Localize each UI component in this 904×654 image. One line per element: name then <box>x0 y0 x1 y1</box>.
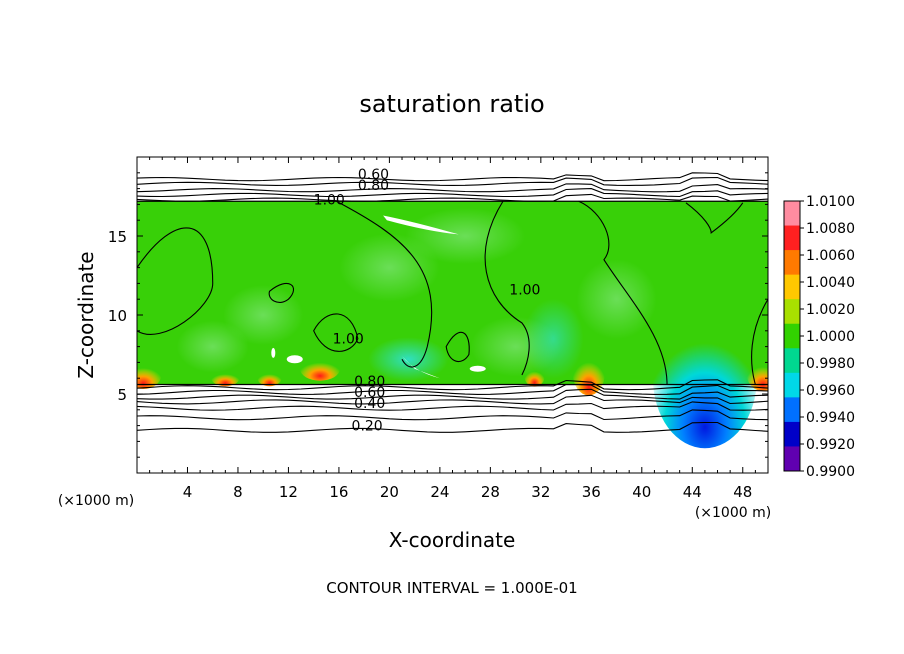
contour-line <box>137 388 768 400</box>
x-tick-label: 12 <box>279 483 298 501</box>
colorbar-label: 0.9900 <box>806 464 855 480</box>
field-warm-spot <box>137 361 162 390</box>
contour-label: 0.60 <box>354 385 385 401</box>
field-warm-spot <box>211 370 240 387</box>
colorbar-swatch <box>784 225 800 251</box>
contour-label: 0.80 <box>354 374 385 390</box>
colorbar-swatch <box>784 348 800 374</box>
chart-title: saturation ratio <box>359 90 544 118</box>
contour-line <box>137 409 768 421</box>
field-warm-spot <box>257 370 282 387</box>
colorbar: 1.0100 1.0080 1.0060 1.0040 1.0020 1.0000 0.99… <box>783 194 855 480</box>
contour-line <box>137 188 768 198</box>
colorbar-swatch <box>784 421 800 447</box>
colorbar-swatch <box>784 274 800 300</box>
x-tick-label: 16 <box>329 483 348 501</box>
colorbar-label: 0.9920 <box>806 437 855 453</box>
colorbar-label: 1.0100 <box>806 194 855 210</box>
contour-line <box>137 394 768 405</box>
y-tick-label: 10 <box>108 307 127 325</box>
contour-line <box>313 313 359 352</box>
field-hole <box>271 347 276 358</box>
field-warm-spot <box>524 366 545 387</box>
contour-line <box>137 183 768 193</box>
contour-line <box>137 401 768 411</box>
colorbar-swatch <box>784 446 800 472</box>
x-tick-label: 36 <box>582 483 601 501</box>
contour-line <box>137 193 768 202</box>
contour-interval-note: CONTOUR INTERVAL = 1.000E-01 <box>326 579 577 597</box>
colorbar-label: 1.0060 <box>806 248 855 264</box>
x-tick-label: 48 <box>733 483 752 501</box>
colorbar-label: 0.9960 <box>806 383 855 399</box>
contour-line <box>137 227 214 335</box>
field-blotch <box>405 208 526 264</box>
contour-label: 0.40 <box>354 396 385 412</box>
colorbar-swatch <box>784 250 800 276</box>
plot-area <box>137 157 768 473</box>
contour-line <box>484 200 530 376</box>
y-tick-label: 15 <box>108 228 127 246</box>
contour-label: 1.00 <box>333 331 364 347</box>
y-axis-label: Z-coordinate <box>74 251 98 378</box>
contour-line <box>137 176 768 186</box>
contour-line <box>445 331 470 362</box>
x-unit-label-right: (×1000 m) <box>695 505 771 521</box>
colorbar-label: 0.9940 <box>806 410 855 426</box>
colorbar-swatch <box>784 323 800 349</box>
colorbar-label: 1.0000 <box>806 329 855 345</box>
field-warm-spot <box>299 356 340 381</box>
contour-line <box>751 298 768 385</box>
field-cyan-patch <box>523 298 584 379</box>
x-tick-label: 4 <box>183 483 193 501</box>
contour-line <box>685 202 744 234</box>
colorbar-label: 0.9980 <box>806 356 855 372</box>
contour-label: 1.00 <box>509 282 540 298</box>
x-tick-label: 24 <box>430 483 449 501</box>
field-blotch <box>576 259 657 340</box>
colorbar-swatch <box>784 201 800 227</box>
colorbar-label: 1.0080 <box>806 221 855 237</box>
field-hole <box>469 365 486 372</box>
y-tick-label: 5 <box>117 386 127 404</box>
field-blue-region <box>652 308 757 449</box>
field-blotch <box>223 285 304 345</box>
field-blotch <box>176 320 249 373</box>
x-tick-label: 28 <box>481 483 500 501</box>
x-tick-label: 8 <box>233 483 243 501</box>
contour-label: 1.00 <box>314 192 345 208</box>
field-hole <box>383 215 459 235</box>
colorbar-swatch <box>784 299 800 325</box>
x-tick-label: 20 <box>380 483 399 501</box>
contour-line <box>137 421 768 433</box>
field-cyan-patch <box>368 337 449 382</box>
contour-label: 0.80 <box>358 178 389 194</box>
colorbar-swatch <box>784 372 800 398</box>
colorbar-swatch <box>784 397 800 423</box>
contour-line <box>268 282 295 303</box>
x-tick-label: 32 <box>531 483 550 501</box>
contour-line <box>137 172 768 182</box>
x-unit-label-left: (×1000 m) <box>58 493 134 509</box>
x-axis-label: X-coordinate <box>389 528 516 552</box>
contour-line <box>137 379 768 391</box>
contour-line <box>578 200 668 385</box>
colorbar-label: 1.0040 <box>806 275 855 291</box>
x-tick-label: 44 <box>683 483 702 501</box>
contour-label: 0.60 <box>358 167 389 183</box>
contour-line <box>336 200 433 368</box>
contour-line <box>137 383 768 395</box>
colorbar-label: 1.0020 <box>806 302 855 318</box>
x-tick-label: 40 <box>632 483 651 501</box>
contour-label: 0.20 <box>352 418 383 434</box>
field-hole <box>286 355 303 364</box>
